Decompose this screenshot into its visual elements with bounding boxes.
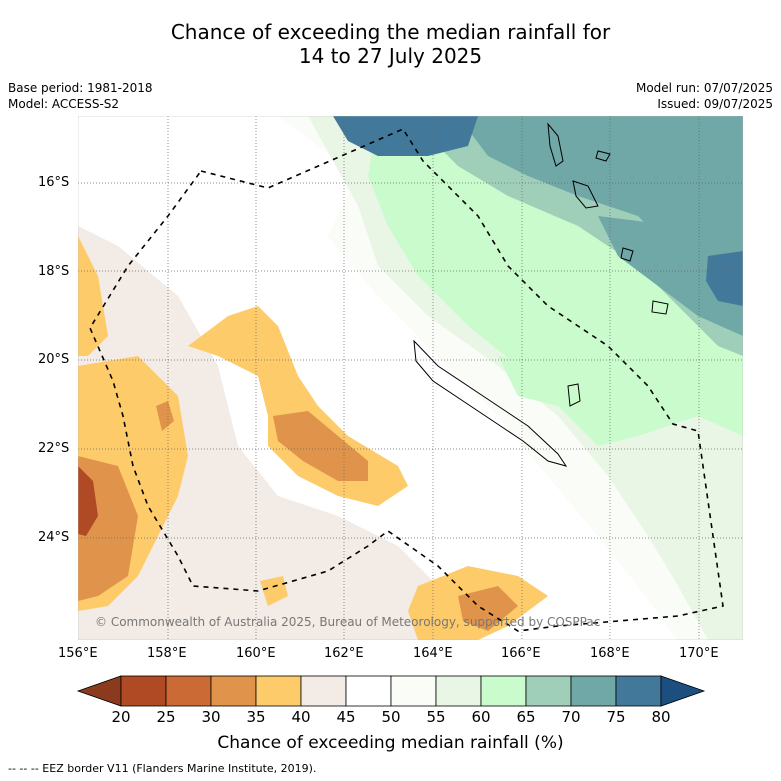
colorbar-tick-label: 40 — [291, 708, 310, 726]
model-name: Model: ACCESS-S2 — [8, 97, 120, 111]
colorbar-segment — [300, 675, 347, 707]
lon-label-164e: 164°E — [413, 646, 453, 661]
model-run: Model run: 07/07/2025 — [635, 81, 773, 95]
vanuatu-island-2 — [572, 180, 599, 209]
colorbar-segment — [525, 675, 572, 707]
colorbar-tick-label: 30 — [201, 708, 220, 726]
colorbar-segment — [480, 675, 527, 707]
colorbar-segments — [76, 675, 706, 707]
colorbar-high-extend — [660, 675, 706, 707]
colorbar-ticks: 20 25 30 35 40 45 50 55 60 65 70 75 80 — [111, 708, 670, 726]
colorbar-segment — [120, 675, 167, 707]
rainfall-map: © Commonwealth of Australia 2025, Bureau… — [78, 116, 743, 640]
colorbar-tick-label: 45 — [336, 708, 355, 726]
colorbar-label: Chance of exceeding median rainfall (%) — [217, 733, 564, 753]
colorbar-segment — [615, 675, 662, 707]
lon-label-170e: 170°E — [679, 646, 719, 661]
zone-dry-3 — [156, 401, 174, 431]
colorbar-segment — [345, 675, 392, 707]
zone-dry-light — [78, 236, 108, 356]
zone-wettest — [333, 116, 478, 156]
colorbar-tick-label: 80 — [651, 708, 670, 726]
colorbar-tick-label: 60 — [471, 708, 490, 726]
vanuatu-island-3 — [595, 150, 611, 162]
zone-dry-strong — [78, 466, 98, 536]
loyalty-island — [567, 383, 581, 407]
lat-label-24s: 24°S — [38, 530, 70, 545]
graticule — [78, 116, 743, 640]
colorbar-low-extend — [76, 675, 122, 707]
lon-label-162e: 162°E — [324, 646, 364, 661]
lon-label-168e: 168°E — [590, 646, 630, 661]
zone-dry-4 — [458, 586, 518, 631]
colorbar-tick-label: 55 — [426, 708, 445, 726]
colorbar-tick-label: 65 — [516, 708, 535, 726]
colorbar-tick-label: 25 — [156, 708, 175, 726]
lon-label-158e: 158°E — [147, 646, 187, 661]
colorbar-tick-label: 35 — [246, 708, 265, 726]
lon-label-156e: 156°E — [58, 646, 98, 661]
colorbar-tick-label: 70 — [561, 708, 580, 726]
map-title-line2: 14 to 27 July 2025 — [298, 44, 483, 68]
colorbar-segment — [165, 675, 212, 707]
new-caledonia-island — [413, 339, 568, 467]
colorbar-tick-label: 50 — [381, 708, 400, 726]
colorbar-segment — [255, 675, 302, 707]
base-period: Base period: 1981-2018 — [8, 81, 153, 95]
colorbar-segment — [570, 675, 617, 707]
vanuatu-island-5 — [651, 300, 669, 315]
zone-dry-light-5 — [260, 576, 288, 606]
issued-date: Issued: 09/07/2025 — [657, 97, 773, 111]
eez-footnote: -- -- -- EEZ border V11 (Flanders Marine… — [8, 762, 317, 775]
zone-wet-strong-2 — [598, 216, 743, 336]
eez-border — [89, 127, 724, 632]
zone-dry — [273, 411, 368, 481]
colorbar-segment — [390, 675, 437, 707]
zone-wettest-2 — [706, 251, 743, 306]
lat-label-18s: 18°S — [38, 264, 70, 279]
vanuatu-island-1 — [547, 122, 564, 167]
zone-wet-light-2 — [498, 356, 578, 406]
colorbar-tick-label: 20 — [111, 708, 130, 726]
lat-label-16s: 16°S — [38, 175, 70, 190]
lat-label-22s: 22°S — [38, 441, 70, 456]
colorbar-segment — [210, 675, 257, 707]
lon-label-166e: 166°E — [501, 646, 541, 661]
lat-label-20s: 20°S — [38, 352, 70, 367]
colorbar: 20 25 30 35 40 45 50 55 60 65 70 75 80 — [76, 675, 706, 726]
vanuatu-island-4 — [620, 247, 634, 262]
copyright-text: © Commonwealth of Australia 2025, Bureau… — [95, 615, 600, 629]
zone-neutral — [78, 116, 678, 640]
map-title-line1: Chance of exceeding the median rainfall … — [170, 20, 611, 44]
lon-label-160e: 160°E — [236, 646, 276, 661]
colorbar-tick-label: 75 — [606, 708, 625, 726]
colorbar-segment — [435, 675, 482, 707]
